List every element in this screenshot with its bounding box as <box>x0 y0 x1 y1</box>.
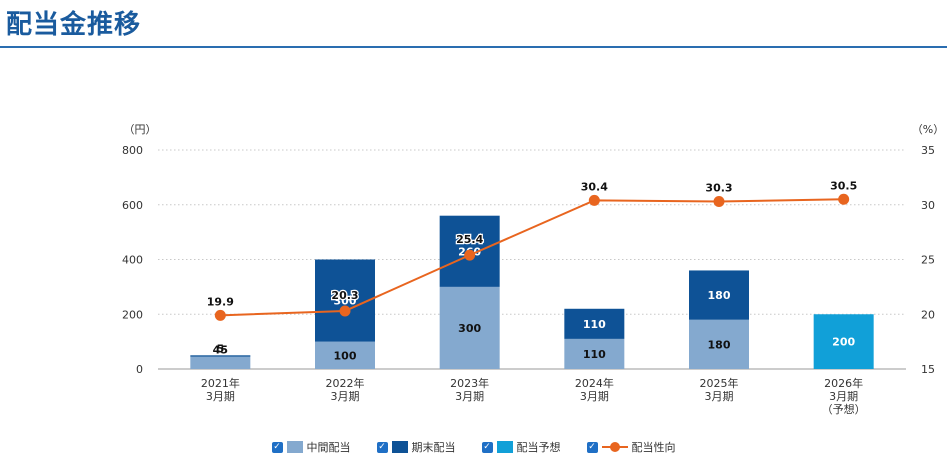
y-tick-label: 600 <box>122 199 143 212</box>
legend-swatch-year-end <box>391 441 408 453</box>
bar-data-label: 180 <box>708 289 731 302</box>
bar-data-label: 45 <box>213 344 228 357</box>
y-tick-label: 0 <box>136 363 143 376</box>
legend-swatch-payout <box>601 441 628 453</box>
legend-swatch-forecast <box>496 441 513 453</box>
x-tick-label: 2022年 <box>326 376 365 390</box>
x-tick-label: 3月期 <box>580 390 609 403</box>
x-tick-label: （予想） <box>822 402 866 416</box>
y2-axis-unit: （%） <box>912 123 944 136</box>
legend-item-year-end[interactable]: ✓ 期末配当 <box>376 439 456 455</box>
legend-label-interim: 中間配当 <box>306 441 351 454</box>
payout-ratio-line <box>220 198 844 317</box>
x-tick-label: 2024年 <box>575 376 614 390</box>
y2-tick-label: 35 <box>921 144 935 157</box>
legend-item-forecast[interactable]: ✓ 配当予想 <box>481 439 561 455</box>
check-icon[interactable]: ✓ <box>481 441 493 453</box>
x-tick-label: 2026年 <box>824 376 863 390</box>
bar <box>689 319 749 369</box>
x-tick-label: 2025年 <box>700 376 739 390</box>
legend-swatch-interim <box>286 441 303 453</box>
bar <box>689 270 749 320</box>
y2-tick-label: 25 <box>921 254 935 267</box>
y-axis-unit: （円） <box>124 123 157 136</box>
page-title: 配当金推移 <box>6 10 142 40</box>
x-tick-label: 3月期 <box>829 390 858 403</box>
x-tick-label: 3月期 <box>455 390 484 403</box>
bar-data-label: 100 <box>334 349 357 362</box>
bar <box>813 314 874 369</box>
payout-ratio-point <box>838 193 850 205</box>
check-icon[interactable]: ✓ <box>271 441 283 453</box>
bar-data-label: 180 <box>708 338 731 351</box>
payout-ratio-point <box>339 305 351 317</box>
legend-item-payout[interactable]: ✓ 配当性向 <box>586 439 676 455</box>
bar-data-label: 300 <box>458 322 481 335</box>
bar <box>190 355 251 357</box>
x-tick-label: 3月期 <box>331 390 360 403</box>
payout-ratio-point <box>713 195 725 207</box>
chart-legend: ✓ 中間配当 ✓ 期末配当 ✓ 配当予想 ✓ 配当性向 <box>0 438 947 456</box>
y2-tick-label: 15 <box>921 363 935 376</box>
title-divider <box>0 46 947 48</box>
payout-ratio-label: 30.4 <box>581 180 608 193</box>
legend-label-payout: 配当性向 <box>631 441 676 454</box>
check-icon[interactable]: ✓ <box>586 441 598 453</box>
bar-data-label: 200 <box>832 336 855 349</box>
y-tick-label: 800 <box>122 144 143 157</box>
bar <box>315 259 375 342</box>
bar-data-label: 300 <box>334 295 357 308</box>
payout-ratio-label: 20.3 <box>331 289 358 302</box>
legend-item-interim[interactable]: ✓ 中間配当 <box>271 439 351 455</box>
bar-data-label: 5 <box>217 342 225 355</box>
payout-ratio-label: 30.5 <box>830 179 857 192</box>
y-tick-label: 400 <box>122 254 143 267</box>
bar-data-label: 110 <box>583 348 606 361</box>
bar <box>439 286 500 369</box>
y-tick-label: 200 <box>122 308 143 321</box>
x-tick-label: 3月期 <box>705 390 734 403</box>
bar <box>564 308 625 339</box>
payout-ratio-point <box>464 249 476 261</box>
x-tick-label: 2021年 <box>201 376 240 390</box>
check-icon[interactable]: ✓ <box>376 441 388 453</box>
y2-tick-label: 20 <box>921 308 935 321</box>
legend-label-forecast: 配当予想 <box>516 441 561 454</box>
payout-ratio-point <box>588 194 600 206</box>
payout-ratio-label: 25.4 <box>456 233 483 246</box>
bar <box>190 356 251 369</box>
bar <box>315 341 375 369</box>
x-tick-label: 3月期 <box>206 390 235 403</box>
bar <box>564 338 625 369</box>
payout-ratio-label: 30.3 <box>705 181 732 194</box>
y2-tick-label: 30 <box>921 199 935 212</box>
legend-label-year-end: 期末配当 <box>411 441 456 454</box>
x-tick-label: 2023年 <box>450 376 489 390</box>
payout-ratio-point <box>214 309 226 321</box>
payout-ratio-label: 19.9 <box>207 295 234 308</box>
bar-data-label: 110 <box>583 318 606 331</box>
